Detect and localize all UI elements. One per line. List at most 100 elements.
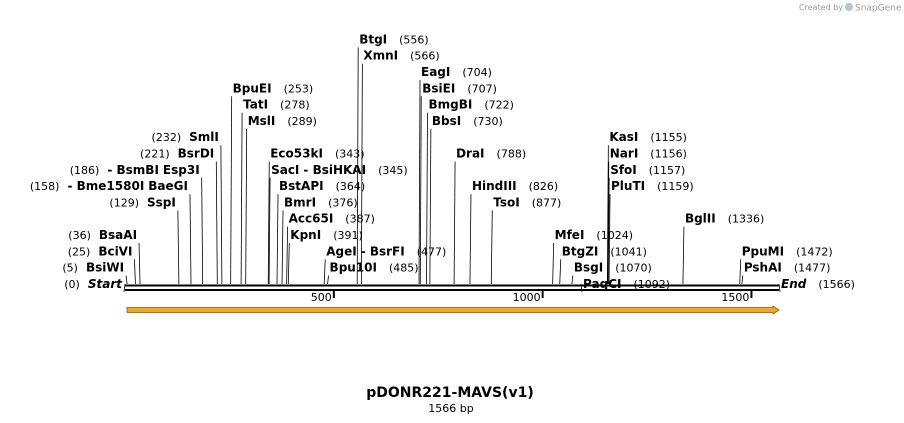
enzyme-name-start: Start [88, 277, 123, 291]
site-bstapi[interactable]: BstAPI (364) [279, 179, 365, 193]
cut-position-end: (1566) [818, 278, 855, 291]
enzyme-name-bsmbi: - BsmBI [107, 163, 159, 177]
cut-position-kpni: (391) [333, 229, 363, 242]
cut-position-bsiwi: (5) [62, 262, 78, 275]
site-bmri[interactable]: BmrI (376) [284, 195, 358, 209]
enzyme-name-xmni: XmnI [363, 49, 398, 63]
site-pshai[interactable]: PshAI (1477) [744, 261, 831, 275]
site-nari[interactable]: NarI (1156) [610, 147, 687, 161]
cut-position-tsoi: (877) [532, 196, 562, 209]
site-btgzi[interactable]: BtgZI (1041) [562, 244, 647, 258]
site-xmni[interactable]: XmnI (566) [363, 49, 439, 63]
cut-site-leaders [123, 47, 781, 292]
site-tsoi[interactable]: TsoI (877) [493, 195, 561, 209]
site-bcivi[interactable]: BciVI (25) [68, 244, 133, 258]
leader-eco53ki [267, 161, 270, 285]
enzyme-name-bcivi: BciVI [98, 244, 132, 258]
site-start[interactable]: Start (0) [64, 277, 123, 291]
site-paqci[interactable]: PaqCI (1092) [583, 277, 670, 291]
cut-position-start: (0) [64, 278, 80, 291]
leader-bsiwi [125, 275, 128, 285]
site-end[interactable]: End (1566) [781, 277, 855, 291]
site-btgi[interactable]: BtgI (556) [359, 32, 429, 46]
cut-position-kasi: (1155) [650, 131, 687, 144]
enzyme-name-bmgbi: BmgBI [429, 98, 473, 112]
site-mfei[interactable]: MfeI (1024) [555, 228, 633, 242]
site-smli[interactable]: SmlI (232) [152, 130, 219, 144]
enzyme-name-bglii: BglII [685, 212, 716, 226]
site-bglii[interactable]: BglII (1336) [685, 212, 764, 226]
enzyme-name-sfoi: SfoI [610, 163, 637, 177]
site-bmgbi[interactable]: BmgBI (722) [429, 98, 514, 112]
site-sfoi[interactable]: SfoI (1157) [610, 163, 685, 177]
leader-bpu10i [327, 275, 329, 285]
enzyme-name-end: End [781, 277, 807, 291]
site-bsrdi[interactable]: BsrDI (221) [140, 147, 214, 161]
cut-position-msli: (289) [287, 115, 317, 128]
site-bpu10i[interactable]: Bpu10I (485) [330, 261, 419, 275]
site-agei[interactable]: AgeI - BsrFI (477) [326, 244, 446, 258]
site-esp3i[interactable]: Esp3I - BsmBI (186) [70, 163, 200, 177]
site-bsaai[interactable]: BsaAI (36) [68, 228, 137, 242]
cut-position-bstapi: (364) [336, 180, 366, 193]
site-ppumi[interactable]: PpuMI (1472) [742, 244, 833, 258]
enzyme-name-saci: SacI [271, 163, 299, 177]
snapgene-logo-icon [845, 3, 853, 11]
enzyme-name-pluti: PluTI [611, 179, 645, 193]
site-kpni[interactable]: KpnI (391) [290, 228, 363, 242]
enzyme-name-bpu10i: Bpu10I [330, 261, 377, 275]
tick-label-500: 500 [311, 291, 332, 304]
enzyme-name-kpni: KpnI [290, 228, 321, 242]
site-drai[interactable]: DraI (788) [456, 147, 526, 161]
leader-bsrdi [215, 161, 218, 285]
cut-position-xmni: (566) [410, 50, 440, 63]
leader-tati [240, 112, 243, 285]
cut-site-labels: Start (0) BsiWI (5) BciVI (25) BsaAI (36) SspI (1… [30, 32, 855, 291]
site-bpuei[interactable]: BpuEI (253) [233, 81, 314, 95]
site-hindiii[interactable]: HindIII (826) [472, 179, 558, 193]
site-msli[interactable]: MslI (289) [248, 114, 317, 128]
site-bsiwi[interactable]: BsiWI (5) [62, 261, 124, 275]
enzyme-name-msli: MslI [248, 114, 276, 128]
brand-name: SnapGene [855, 4, 902, 14]
leader-bglii [682, 226, 685, 285]
leader-btgi [356, 47, 359, 285]
site-pluti[interactable]: PluTI (1159) [611, 179, 694, 193]
site-eco53ki[interactable]: Eco53kI (343) [270, 147, 364, 161]
site-eagi[interactable]: EagI (704) [421, 65, 492, 79]
enzyme-name-sspi: SspI [147, 195, 176, 209]
site-baegi[interactable]: BaeGI - Bme1580I (158) [30, 179, 188, 193]
cut-position-bsihkai: (345) [378, 164, 408, 177]
cut-position-paqci: (1092) [633, 278, 670, 291]
enzyme-name-smli: SmlI [189, 130, 219, 144]
site-sspi[interactable]: SspI (129) [109, 195, 175, 209]
site-kasi[interactable]: KasI (1155) [609, 130, 687, 144]
cut-position-tati: (278) [280, 99, 310, 112]
feature-arrow-shape[interactable] [126, 305, 780, 315]
leader-bmgbi [426, 112, 428, 285]
enzyme-name-bsgi: BsgI [574, 261, 603, 275]
leader-kasi [606, 145, 609, 285]
leader-sfoi [607, 177, 610, 285]
enzyme-name-agei: AgeI [326, 244, 356, 258]
cut-position-eagi: (704) [462, 66, 492, 79]
site-acc65i[interactable]: Acc65I (387) [289, 212, 375, 226]
leader-mfei [552, 242, 555, 285]
leader-pluti [608, 194, 611, 285]
enzyme-name-bpuei: BpuEI [233, 81, 272, 95]
plasmid-title: pDONR221-MAVS(v1) [366, 385, 533, 401]
cut-position-sfoi: (1157) [649, 164, 686, 177]
site-bsiei[interactable]: BsiEI (707) [422, 81, 497, 95]
cut-position-bglii: (1336) [728, 213, 765, 226]
enzyme-name-paqci: PaqCI [583, 277, 621, 291]
site-saci[interactable]: SacI - BsiHKAI (345) [271, 163, 408, 177]
enzyme-name-bme1580i: - Bme1580I [67, 179, 144, 193]
leader-baegi [189, 194, 192, 285]
site-bsgi[interactable]: BsgI (1070) [574, 261, 652, 275]
enzyme-name-kasi: KasI [609, 130, 638, 144]
site-bbsi[interactable]: BbsI (730) [432, 114, 503, 128]
cut-position-bsrfi: (477) [417, 245, 447, 258]
site-tati[interactable]: TatI (278) [243, 98, 310, 112]
orange-feature-arrow[interactable] [126, 305, 780, 315]
cut-position-btgzi: (1041) [610, 245, 647, 258]
